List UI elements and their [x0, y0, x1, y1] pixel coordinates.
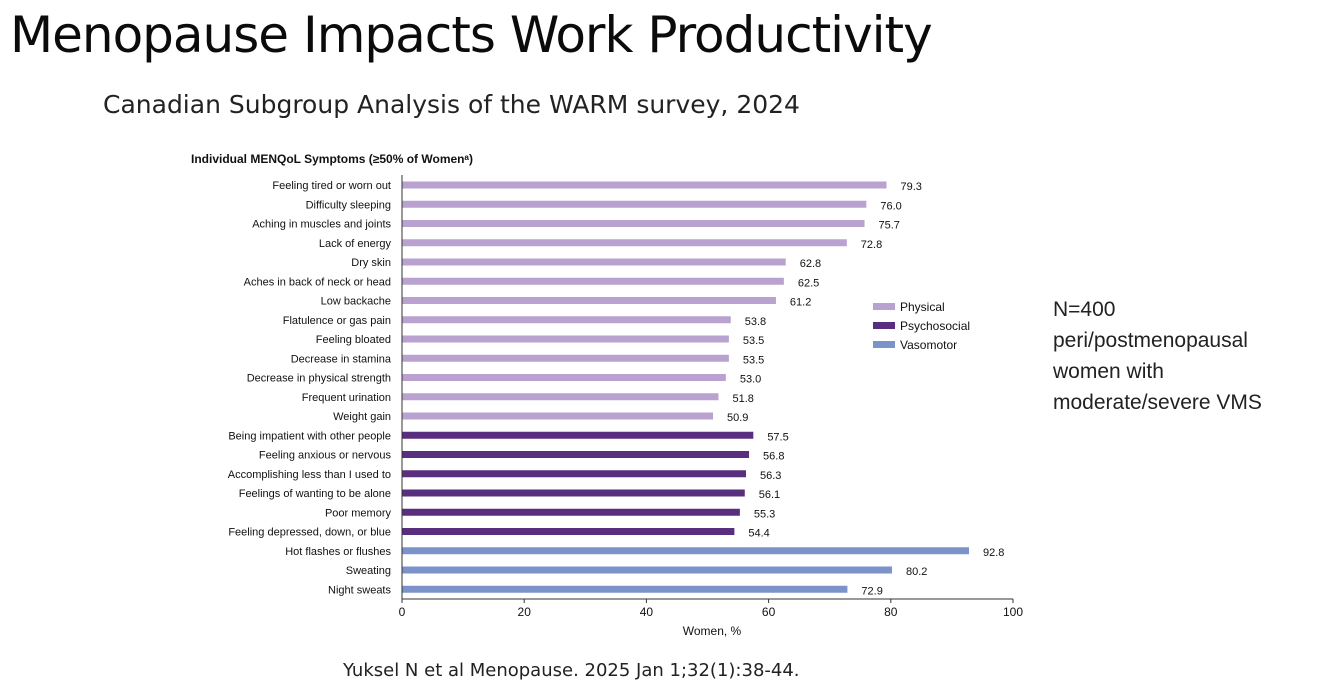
bar [402, 258, 786, 266]
category-label: Feeling bloated [316, 334, 391, 346]
data-label: 61.2 [790, 297, 811, 309]
data-label: 51.8 [732, 393, 753, 405]
category-label: Aching in muscles and joints [252, 219, 391, 231]
data-label: 55.3 [754, 508, 775, 520]
data-label: 56.8 [763, 451, 784, 463]
x-tick-label: 80 [884, 605, 898, 619]
category-label: Flatulence or gas pain [283, 315, 391, 327]
data-label: 79.3 [901, 181, 922, 193]
sample-note-line: N=400 [1053, 298, 1116, 321]
category-label: Feeling tired or worn out [272, 180, 391, 192]
data-label: 92.8 [983, 547, 1004, 559]
x-tick-label: 60 [762, 605, 776, 619]
data-label: 50.9 [727, 412, 748, 424]
bar [402, 239, 847, 247]
slide-subtitle: Canadian Subgroup Analysis of the WARM s… [103, 90, 800, 119]
data-label: 62.8 [800, 258, 821, 270]
bar [402, 508, 740, 516]
x-tick-label: 40 [640, 605, 654, 619]
slide-title: Menopause Impacts Work Productivity [10, 6, 933, 64]
category-label: Being impatient with other people [228, 430, 391, 442]
category-label: Feeling anxious or nervous [259, 450, 392, 462]
bar [402, 181, 887, 189]
data-label: 53.5 [743, 335, 764, 347]
bars-layer: Feeling tired or worn out 79.3 Difficulty … [228, 180, 1005, 597]
bar [402, 451, 750, 458]
citation: Yuksel N et al Menopause. 2025 Jan 1;32(… [343, 660, 800, 681]
bar [402, 200, 867, 208]
legend-swatch [873, 322, 895, 329]
data-label: 54.4 [748, 528, 769, 540]
sample-note-line: women with [1053, 360, 1164, 383]
category-label: Feeling depressed, down, or blue [228, 527, 391, 539]
legend-label: Psychosocial [900, 319, 970, 333]
data-label: 56.3 [760, 470, 781, 482]
category-label: Lack of energy [319, 238, 392, 250]
bar [402, 566, 893, 574]
legend-swatch [873, 303, 895, 310]
bar [402, 335, 729, 343]
category-label: Frequent urination [302, 392, 391, 404]
legend-label: Vasomotor [900, 338, 957, 352]
category-label: Decrease in physical strength [247, 373, 391, 385]
bar [402, 470, 746, 478]
data-label: 75.7 [879, 220, 900, 232]
category-label: Difficulty sleeping [306, 199, 391, 211]
category-label: Weight gain [333, 411, 391, 423]
bar [402, 489, 745, 497]
bar [402, 547, 970, 555]
data-label: 53.0 [740, 374, 761, 386]
data-label: 72.8 [861, 239, 882, 251]
data-label: 72.9 [861, 585, 882, 597]
category-label: Low backache [321, 296, 391, 308]
category-label: Hot flashes or flushes [285, 546, 391, 558]
category-label: Night sweats [328, 584, 391, 596]
data-label: 80.2 [906, 566, 927, 578]
category-label: Sweating [346, 565, 391, 577]
category-label: Feelings of wanting to be alone [239, 488, 391, 500]
category-label: Dry skin [351, 257, 391, 269]
bar [402, 412, 713, 420]
bar [402, 393, 719, 401]
category-label: Poor memory [325, 507, 392, 519]
data-label: 76.0 [880, 200, 901, 212]
data-label: 56.1 [759, 489, 780, 501]
chart-legend: Physical Psychosocial Vasomotor [873, 300, 970, 352]
bar [402, 316, 731, 324]
category-label: Decrease in stamina [291, 353, 392, 365]
category-label: Aches in back of neck or head [244, 276, 391, 288]
bar [402, 220, 865, 227]
x-axis-label: Women, % [683, 624, 742, 638]
bar [402, 431, 754, 439]
legend-swatch [873, 341, 895, 348]
x-axis: 0 20 40 60 80 100 [399, 175, 1023, 619]
category-label: Accomplishing less than I used to [228, 469, 391, 481]
data-label: 53.5 [743, 354, 764, 366]
bar [402, 528, 735, 535]
chart-title: Individual MENQoL Symptoms (≥50% of Wome… [191, 152, 473, 166]
bar [402, 354, 729, 362]
x-tick-label: 100 [1003, 605, 1023, 619]
data-label: 53.8 [745, 316, 766, 328]
bar [402, 585, 848, 593]
bar [402, 297, 776, 304]
data-label: 62.5 [798, 277, 819, 289]
data-label: 57.5 [767, 431, 788, 443]
bar [402, 374, 726, 381]
sample-note-line: peri/postmenopausal [1053, 329, 1248, 352]
legend-label: Physical [900, 300, 945, 314]
bar [402, 277, 784, 285]
x-tick-label: 0 [399, 605, 406, 619]
sample-note: N=400 peri/postmenopausal women with mod… [1053, 294, 1323, 418]
sample-note-line: moderate/severe VMS [1053, 391, 1262, 414]
x-tick-label: 20 [518, 605, 532, 619]
